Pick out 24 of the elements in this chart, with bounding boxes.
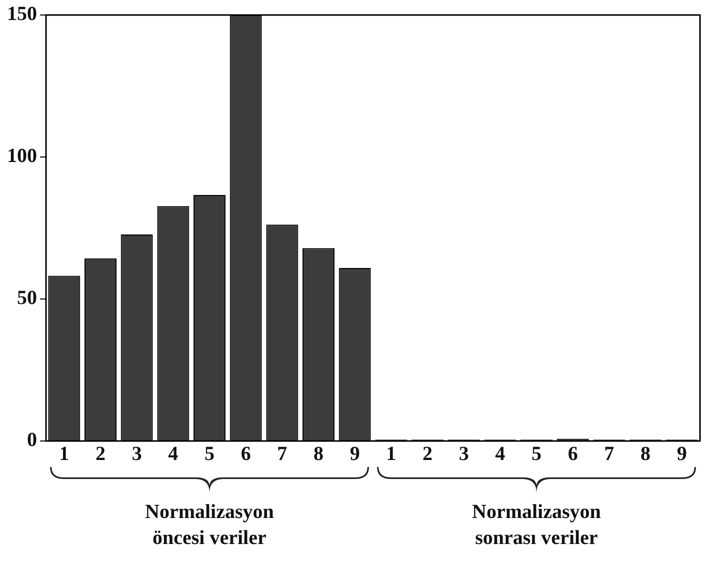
x-tick-label: 4 [495,443,506,466]
x-tick-label: 3 [458,443,469,466]
x-tick-label: 4 [168,443,178,466]
x-tick-label: 6 [240,443,251,466]
x-tick-label: 3 [132,443,142,466]
y-tick-label: 150 [7,3,37,26]
y-tick-label: 50 [17,287,37,310]
y-tick-label: 0 [27,429,37,452]
text: Normalizasyon sonrası veriler [472,500,601,551]
x-tick-label: 5 [204,443,214,466]
x-tick-label: 8 [640,443,650,466]
x-tick-label: 7 [277,443,288,466]
x-tick-label: 9 [676,443,687,466]
x-tick-label: 2 [96,443,106,466]
x-tick-label: 9 [350,443,360,466]
x-tick-label: 1 [386,443,396,466]
text: Normalizasyon öncesi veriler [145,500,274,551]
y-tick-label: 100 [7,145,37,168]
x-tick-label: 2 [422,443,432,466]
x-tick-label: 6 [568,443,578,466]
x-tick-label: 7 [604,443,614,466]
x-tick-label: 5 [532,443,542,466]
x-tick-label: 8 [314,443,324,466]
x-tick-label: 1 [59,443,70,466]
